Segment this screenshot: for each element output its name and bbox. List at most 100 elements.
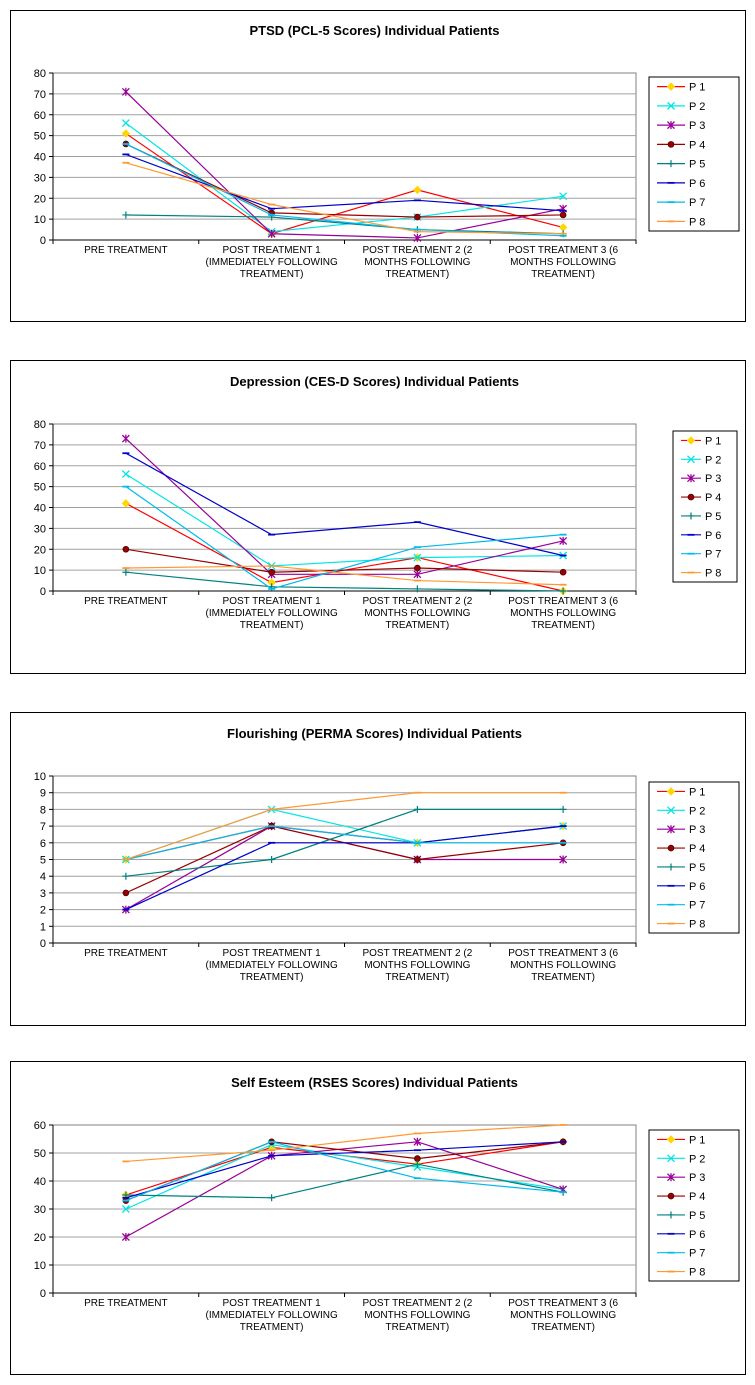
y-tick-label: 40 — [34, 1176, 46, 1188]
legend-marker-p3 — [667, 825, 675, 834]
y-tick-label: 5 — [40, 855, 46, 867]
data-point-p5 — [122, 568, 130, 576]
legend-label-p5: P 5 — [705, 511, 721, 523]
x-tick-label: POST TREATMENT 3 (6 MONTHS FOLLOWING TREAT… — [508, 245, 618, 280]
chart-panel-ptsd: PTSD (PCL-5 Scores) Individual Patients 0… — [10, 10, 746, 322]
data-point-p1 — [413, 185, 422, 195]
legend — [672, 430, 738, 583]
data-point-p5 — [268, 856, 276, 863]
data-point-p4 — [559, 211, 567, 219]
legend-marker-p1 — [666, 787, 676, 796]
x-tick-label: POST TREATMENT 2 (2 MONTHS FOLLOWING TREAT… — [362, 245, 472, 280]
y-tick-label: 9 — [40, 788, 46, 800]
legend-marker-p4 — [667, 1192, 675, 1200]
x-tick-label: POST TREATMENT 2 (2 MONTHS FOLLOWING TREAT… — [362, 948, 472, 983]
data-point-p3 — [121, 87, 130, 96]
x-tick-label: POST TREATMENT 2 (2 MONTHS FOLLOWING TREAT… — [362, 596, 472, 631]
data-point-p4 — [559, 568, 567, 576]
data-point-p5 — [413, 805, 421, 813]
legend-marker-p3 — [667, 121, 675, 130]
legend-marker-p2 — [667, 1154, 675, 1163]
y-tick-label: 60 — [34, 110, 46, 122]
chart-panel-self-esteem: Self Esteem (RSES Scores) Individual Pat… — [10, 1061, 746, 1375]
x-tick-label: POST TREATMENT 1 (IMMEDIATELY FOLLOWING TR… — [206, 1298, 338, 1333]
legend-marker-p2 — [667, 101, 675, 110]
legend-label-p7: P 7 — [705, 549, 721, 561]
legend-marker-p4 — [667, 141, 675, 148]
y-tick-label: 20 — [34, 1232, 46, 1244]
legend-label-p2: P 2 — [689, 1153, 705, 1165]
y-tick-label: 10 — [34, 214, 46, 226]
legend-label-p7: P 7 — [689, 197, 705, 209]
data-point-p5 — [559, 805, 567, 813]
y-tick-label: 50 — [34, 131, 46, 143]
legend-label-p7: P 7 — [689, 900, 705, 912]
legend-marker-p5 — [667, 1211, 675, 1219]
y-tick-label: 40 — [34, 503, 46, 515]
y-tick-label: 70 — [34, 440, 46, 452]
y-tick-label: 50 — [34, 482, 46, 494]
y-tick-label: 30 — [34, 172, 46, 184]
data-point-p2 — [559, 192, 568, 201]
series-line-p4 — [125, 143, 564, 218]
series-line-p8 — [125, 565, 564, 586]
y-tick-label: 3 — [40, 888, 46, 900]
y-tick-label: 10 — [34, 1260, 46, 1272]
data-point-p3 — [413, 1137, 422, 1146]
legend-label-p6: P 6 — [689, 178, 705, 190]
x-tick-label: PRE TREATMENT — [84, 948, 168, 959]
legend-marker-p2 — [667, 806, 675, 815]
legend — [648, 781, 740, 934]
series-line-p5 — [125, 1163, 564, 1199]
data-point-p3 — [267, 229, 276, 238]
x-tick-label: POST TREATMENT 1 (IMMEDIATELY FOLLOWING TR… — [206, 245, 338, 280]
y-tick-label: 10 — [34, 565, 46, 577]
y-tick-label: 60 — [34, 1120, 46, 1132]
series-line-p8 — [125, 792, 564, 861]
data-point-p4 — [122, 889, 130, 897]
data-point-p3 — [121, 434, 130, 443]
flourishing-chart: Flourishing (PERMA Scores) Individual Pa… — [34, 726, 740, 983]
series-line-p7 — [125, 825, 564, 861]
legend-label-p8: P 8 — [705, 568, 721, 580]
data-point-p1 — [121, 499, 131, 508]
data-point-p3 — [121, 1233, 130, 1241]
legend-label-p8: P 8 — [689, 216, 705, 228]
x-tick-label: POST TREATMENT 1 (IMMEDIATELY FOLLOWING TR… — [206, 596, 338, 631]
chart-title: Self Esteem (RSES Scores) Individual Pat… — [231, 1075, 518, 1090]
y-tick-label: 2 — [40, 905, 46, 917]
data-point-p4 — [414, 564, 421, 572]
data-point-p4 — [414, 856, 421, 863]
y-tick-label: 60 — [34, 461, 46, 473]
series-line-p8 — [125, 162, 564, 235]
legend-label-p2: P 2 — [689, 101, 705, 113]
legend-marker-p4 — [667, 844, 675, 852]
y-tick-label: 20 — [34, 544, 46, 556]
x-tick-label: POST TREATMENT 3 (6 MONTHS FOLLOWING TREAT… — [508, 596, 618, 631]
legend-marker-p1 — [686, 436, 696, 445]
x-tick-label: POST TREATMENT 3 (6 MONTHS FOLLOWING TREAT… — [508, 1298, 618, 1333]
legend-label-p3: P 3 — [705, 473, 721, 485]
y-tick-label: 8 — [40, 804, 46, 816]
legend-label-p2: P 2 — [689, 805, 705, 817]
legend — [648, 1129, 740, 1282]
y-tick-label: 0 — [40, 586, 46, 598]
data-point-p2 — [121, 470, 130, 479]
chart-title: Flourishing (PERMA Scores) Individual Pa… — [227, 726, 522, 741]
legend-marker-p1 — [666, 1135, 676, 1144]
legend-marker-p3 — [687, 474, 695, 483]
series-line-p2 — [125, 122, 564, 233]
data-point-p5 — [413, 1160, 421, 1168]
series-line-p6 — [125, 153, 564, 212]
x-tick-label: POST TREATMENT 1 (IMMEDIATELY FOLLOWING TR… — [206, 948, 338, 983]
data-point-p5 — [122, 872, 130, 880]
legend-label-p6: P 6 — [705, 530, 721, 542]
legend-marker-p1 — [666, 82, 676, 91]
data-point-p5 — [559, 587, 567, 595]
series-line-p8 — [125, 1124, 564, 1162]
x-tick-label: PRE TREATMENT — [84, 245, 168, 256]
y-tick-label: 6 — [40, 838, 46, 850]
data-point-p4 — [414, 213, 421, 221]
legend-label-p1: P 1 — [689, 1134, 705, 1146]
series-line-p3 — [125, 438, 564, 575]
